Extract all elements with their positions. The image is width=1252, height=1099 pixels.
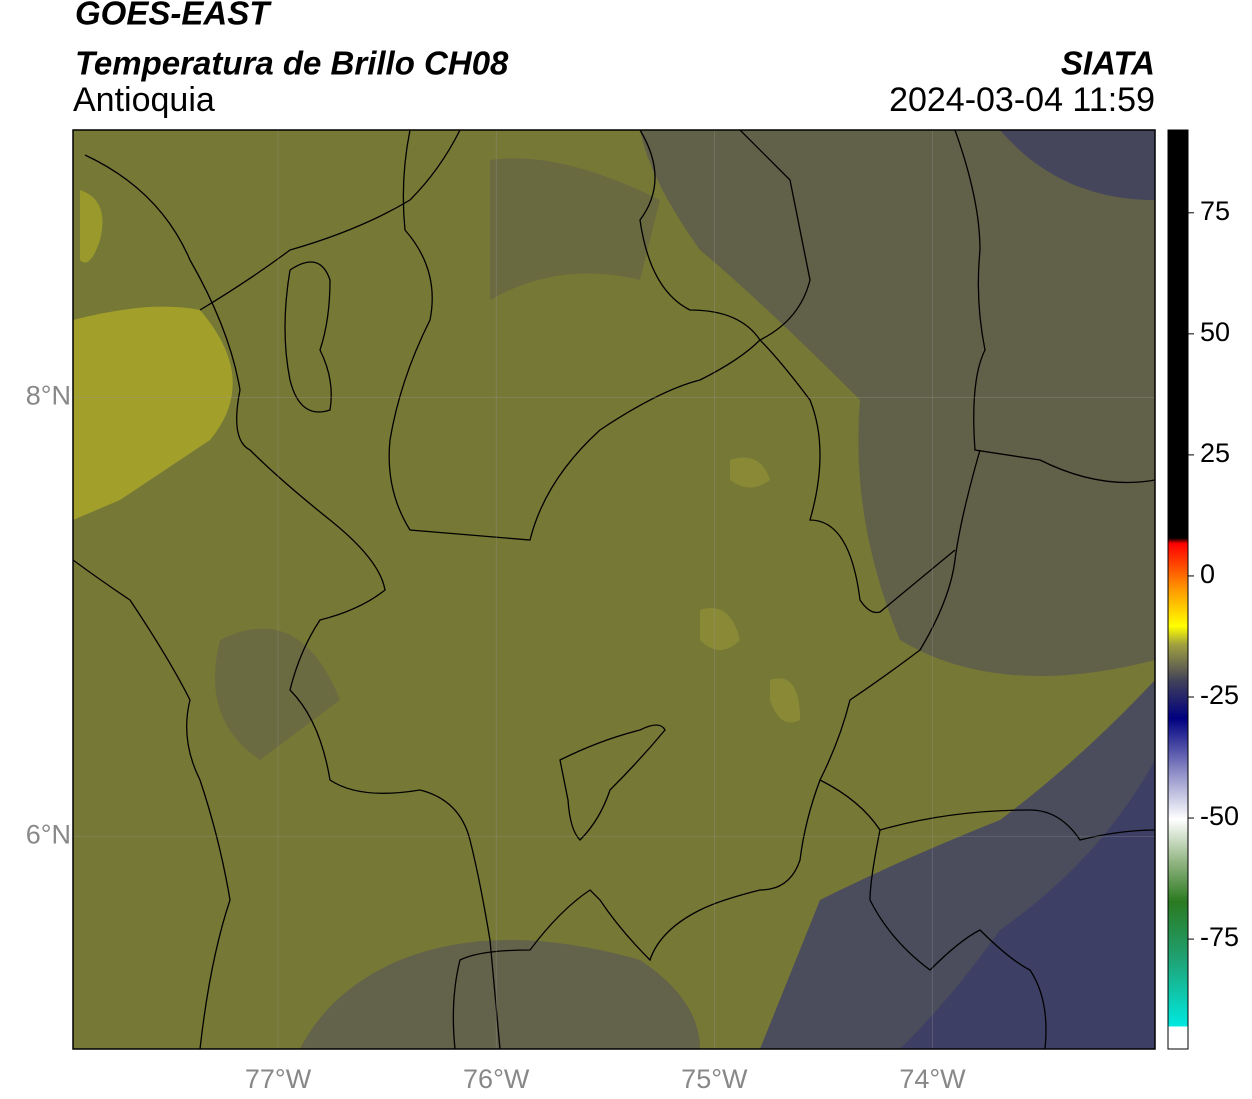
x-tick-label: 77°W xyxy=(245,1064,312,1094)
title: GOES-EAST xyxy=(75,0,272,32)
subtitle: Temperatura de Brillo CH08 xyxy=(75,45,509,82)
source: SIATA xyxy=(1061,45,1155,82)
x-tick-label: 74°W xyxy=(899,1064,966,1094)
grid xyxy=(73,130,1155,1049)
colorbar-tick-label: -50 xyxy=(1200,801,1239,831)
y-tick-label: 6°N xyxy=(26,819,71,849)
region: Antioquia xyxy=(73,81,215,119)
colorbar-tick-label: -75 xyxy=(1200,922,1239,952)
datetime: 2024-03-04 11:59 xyxy=(889,81,1155,119)
colorbar-tick-label: -25 xyxy=(1200,680,1239,710)
colorbar xyxy=(1167,129,1189,1050)
colorbar-tick-label: 25 xyxy=(1200,438,1230,468)
map-image xyxy=(73,130,1155,1049)
y-tick-label: 8°N xyxy=(26,381,71,411)
map-frame xyxy=(72,129,1156,1050)
colorbar-tick-label: 75 xyxy=(1200,196,1230,226)
x-tick-label: 76°W xyxy=(463,1064,530,1094)
colorbar-tick-label: 50 xyxy=(1200,317,1230,347)
x-tick-label: 75°W xyxy=(681,1064,748,1094)
colorbar-tick-label: 0 xyxy=(1200,559,1215,589)
